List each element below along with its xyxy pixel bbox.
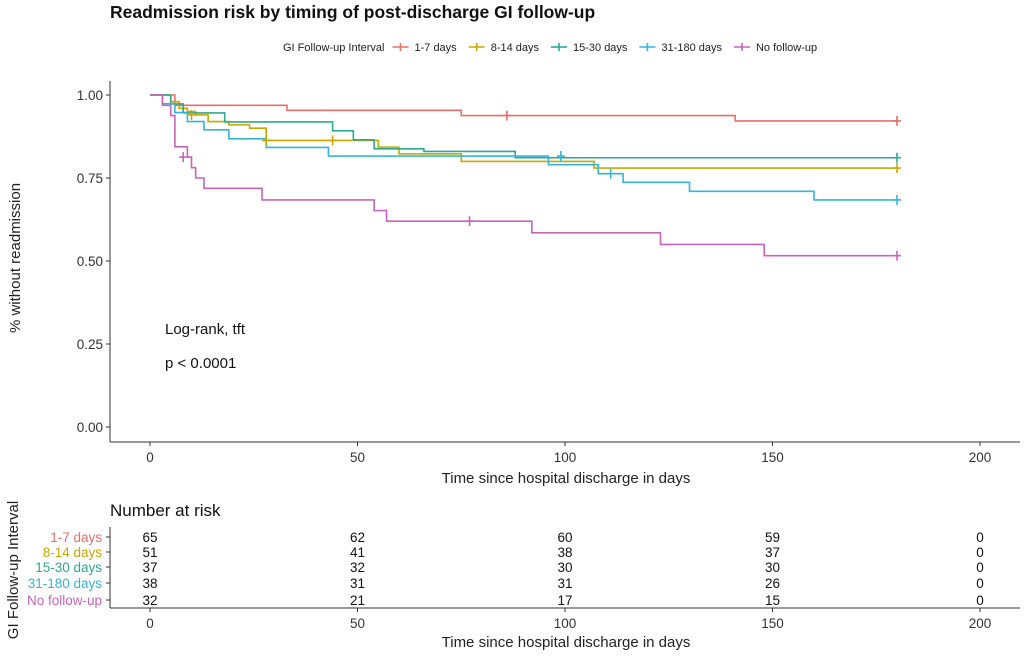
legend-label: No follow-up <box>756 42 817 54</box>
risk-count: 32 <box>142 593 157 608</box>
censor-mark-1-7-days <box>502 110 511 121</box>
risk-count: 17 <box>557 593 572 608</box>
risk-count: 37 <box>142 560 157 575</box>
risk-count: 15 <box>765 593 780 608</box>
legend-label: 31-180 days <box>661 42 722 54</box>
risk-row-8-14-days: 8-14 days 51 41 38 37 0 <box>43 545 984 560</box>
risk-x-tick-label: 0 <box>146 616 154 631</box>
risk-x-tick-label: 50 <box>350 616 365 631</box>
risk-x-tick-label: 150 <box>761 616 784 631</box>
risk-row-label: 31-180 days <box>28 576 103 591</box>
risk-count: 41 <box>350 545 365 560</box>
x-tick-label: 100 <box>554 450 577 465</box>
censor-mark-8-14-days <box>187 109 196 120</box>
x-tick-label: 50 <box>350 450 365 465</box>
risk-x-tick-label: 200 <box>969 616 992 631</box>
legend-item-1-7-days: 1-7 days <box>392 42 457 54</box>
risk-count: 32 <box>350 560 365 575</box>
curve-8-14-days <box>150 94 897 169</box>
legend: GI Follow-up Interval 1-7 days 8-14 days 1… <box>283 42 817 54</box>
curve-31-180-days <box>150 94 897 201</box>
risk-row-1-7-days: 1-7 days 65 62 60 59 0 <box>50 530 984 545</box>
risk-count: 21 <box>350 593 365 608</box>
censor-marks <box>179 109 901 261</box>
risk-count: 30 <box>557 560 572 575</box>
y-tick-label: 1.00 <box>77 88 103 103</box>
survival-plot: 0.00 0.25 0.50 0.75 1.00 0 50 100 150 200 % with… <box>7 81 1020 487</box>
legend-item-no-follow-up: No follow-up <box>733 42 817 54</box>
x-axis-ticks: 0 50 100 150 200 <box>146 442 991 465</box>
risk-table-title: Number at risk <box>110 501 221 520</box>
censor-mark-15-30-days <box>893 152 901 163</box>
x-tick-label: 200 <box>969 450 992 465</box>
risk-table-rows: 1-7 days 65 62 60 59 08-14 days 51 41 38 37 015-30… <box>27 530 984 608</box>
censor-mark-1-7-days <box>893 115 901 126</box>
risk-count: 31 <box>557 576 572 591</box>
legend-item-8-14-days: 8-14 days <box>468 42 540 54</box>
p-value-label: p < 0.0001 <box>165 355 236 372</box>
risk-count: 0 <box>976 560 984 575</box>
censor-mark-31-180-days <box>556 151 565 162</box>
censor-mark-8-14-days <box>262 135 271 146</box>
risk-table: Number at risk GI Follow-up Interval 1-7… <box>5 501 1020 651</box>
risk-row-label: 1-7 days <box>50 530 102 545</box>
risk-count: 31 <box>350 576 365 591</box>
risk-row-label: No follow-up <box>27 593 102 608</box>
risk-x-tick-label: 100 <box>554 616 577 631</box>
legend-title: GI Follow-up Interval <box>283 42 384 54</box>
risk-count: 0 <box>976 576 984 591</box>
risk-row-31-180-days: 31-180 days 38 31 31 26 0 <box>28 576 984 591</box>
censor-mark-31-180-days <box>606 168 615 179</box>
censor-mark-no-follow-up <box>179 152 188 163</box>
censor-mark-31-180-days <box>893 194 901 205</box>
risk-count: 0 <box>976 545 984 560</box>
risk-count: 60 <box>557 530 572 545</box>
risk-row-15-30-days: 15-30 days 37 32 30 30 0 <box>35 560 984 575</box>
survival-curves <box>150 94 897 257</box>
risk-table-x-ticks: 0 50 100 150 200 <box>146 608 991 631</box>
risk-count: 62 <box>350 530 365 545</box>
censor-mark-no-follow-up <box>893 250 901 261</box>
censor-mark-8-14-days <box>328 135 337 146</box>
legend-label: 8-14 days <box>491 42 540 54</box>
x-axis-label: Time since hospital discharge in days <box>442 470 691 487</box>
x-tick-label: 150 <box>761 450 784 465</box>
risk-count: 30 <box>765 560 780 575</box>
risk-count: 26 <box>765 576 780 591</box>
risk-count: 51 <box>142 545 157 560</box>
logrank-label: Log-rank, tft <box>165 321 246 338</box>
y-tick-label: 0.75 <box>77 171 103 186</box>
risk-table-x-label: Time since hospital discharge in days <box>442 634 691 651</box>
y-axis-label: % without readmission <box>7 183 24 333</box>
risk-count: 59 <box>765 530 780 545</box>
chart-title: Readmission risk by timing of post-disch… <box>110 2 595 22</box>
x-tick-label: 0 <box>146 450 154 465</box>
legend-label: 1-7 days <box>414 42 457 54</box>
risk-count: 65 <box>142 530 157 545</box>
risk-count: 38 <box>142 576 157 591</box>
y-tick-label: 0.25 <box>77 337 103 352</box>
curve-1-7-days <box>150 94 897 122</box>
risk-row-no-follow-up: No follow-up 32 21 17 15 0 <box>27 593 984 608</box>
risk-count: 38 <box>557 545 572 560</box>
y-axis-ticks: 0.00 0.25 0.50 0.75 1.00 <box>77 88 110 435</box>
risk-table-y-label: GI Follow-up Interval <box>5 501 22 639</box>
censor-mark-8-14-days <box>893 163 901 174</box>
risk-row-label: 15-30 days <box>35 560 102 575</box>
risk-count: 0 <box>976 593 984 608</box>
y-tick-label: 0.50 <box>77 254 103 269</box>
risk-count: 0 <box>976 530 984 545</box>
legend-item-15-30-days: 15-30 days <box>551 42 628 54</box>
legend-item-31-180-days: 31-180 days <box>639 42 722 54</box>
curve-15-30-days <box>150 94 897 159</box>
y-tick-label: 0.00 <box>77 420 103 435</box>
risk-count: 37 <box>765 545 780 560</box>
legend-label: 15-30 days <box>573 42 628 54</box>
risk-row-label: 8-14 days <box>43 545 103 560</box>
curve-no-follow-up <box>150 94 897 257</box>
censor-mark-no-follow-up <box>465 216 474 227</box>
